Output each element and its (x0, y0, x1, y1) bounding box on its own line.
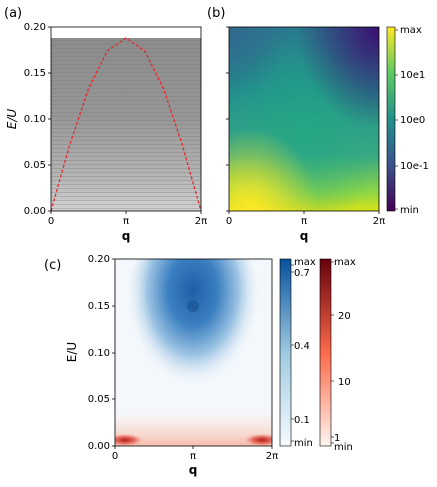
xtick-label: π (190, 451, 196, 462)
panel-c-yticks: 0.00 0.05 0.10 0.15 0.20 (88, 254, 115, 452)
panel-b-xlabel: q (300, 229, 309, 243)
panel-a-empty-top (51, 27, 201, 38)
colorbar-label: max (334, 257, 356, 268)
xtick-label: 2π (195, 216, 207, 227)
panel-c-label: (c) (44, 258, 61, 273)
colorbar-label: max (294, 257, 316, 268)
ytick-label: 0.10 (88, 348, 110, 359)
xtick-label: 2π (266, 451, 278, 462)
colorbar-label: 10e-1 (400, 161, 429, 172)
panel-c-blue-region (123, 259, 263, 418)
panel-c-colorbar-red (319, 258, 332, 447)
panel-b-label: (b) (207, 6, 225, 21)
colorbar-label: min (400, 205, 419, 216)
panel-c-xticks: 0 π 2π (112, 446, 278, 462)
colorbar-label: min (294, 438, 313, 449)
ytick-label: 0.10 (24, 114, 46, 125)
panel-c: (c) 0.00 0.05 0.10 0.15 0.20 0 (44, 254, 356, 477)
panel-c-colorbar-red-ticks: max 20 10 1 min (331, 257, 356, 453)
ytick-label: 0.05 (88, 394, 110, 405)
panel-c-red-peak-left (115, 433, 145, 446)
panel-c-xlabel: q (189, 463, 198, 477)
xtick-label: π (301, 216, 307, 227)
panel-b-xticks: 0 π 2π (226, 211, 385, 227)
xtick-label: 0 (48, 216, 54, 227)
colorbar-label: 10e0 (400, 115, 425, 126)
colorbar-label: 0.4 (294, 341, 310, 352)
panel-a-xlabel: q (122, 229, 131, 243)
colorbar-label: max (400, 25, 422, 36)
panel-b: (b) 0 π 2π q (207, 6, 429, 243)
colorbar-label: min (334, 442, 353, 453)
colorbar-label: 0.7 (294, 268, 310, 279)
ytick-label: 0.00 (88, 441, 110, 452)
ytick-label: 0.15 (24, 68, 46, 79)
panel-b-colorbar-ticks: max 10e1 10e0 10e-1 min (395, 25, 429, 216)
ytick-label: 0.05 (24, 160, 46, 171)
panel-a-xticks: 0 π 2π (48, 211, 207, 227)
xtick-label: 0 (226, 216, 232, 227)
xtick-label: π (123, 216, 129, 227)
panel-c-colorbar-blue-ticks: max 0.7 0.4 0.1 min (291, 257, 316, 449)
xtick-label: 2π (373, 216, 385, 227)
ytick-label: 0.20 (24, 22, 46, 33)
panel-a-texture (51, 38, 201, 211)
panel-a-label: (a) (4, 6, 22, 21)
xtick-label: 0 (112, 451, 118, 462)
panel-b-colorbar (386, 26, 396, 212)
colorbar-label: 10e1 (400, 70, 425, 81)
ytick-label: 0.15 (88, 301, 110, 312)
dispersion-curve (50, 37, 202, 212)
panel-c-colorbar-blue (279, 258, 292, 447)
panel-b-yticks (226, 26, 229, 212)
panel-a-ylabel: E/U (5, 109, 19, 130)
panel-a-yticks: 0.00 0.05 0.10 0.15 0.20 (24, 22, 51, 217)
colorbar-label: 1 (334, 433, 340, 444)
colorbar-label: 20 (338, 311, 351, 322)
panel-c-red-peak-right (242, 433, 272, 446)
ytick-label: 0.00 (24, 206, 46, 217)
ytick-label: 0.20 (88, 254, 110, 265)
colorbar-label: 0.1 (294, 415, 310, 426)
panel-a: (a) 0.00 0.05 0.10 0.15 0.20 0 π 2π (4, 6, 207, 243)
panel-c-frame (114, 258, 273, 447)
colorbar-label: 10 (338, 377, 351, 388)
panel-c-ylabel: E/U (65, 342, 79, 362)
panel-c-blue-peak (187, 300, 199, 312)
